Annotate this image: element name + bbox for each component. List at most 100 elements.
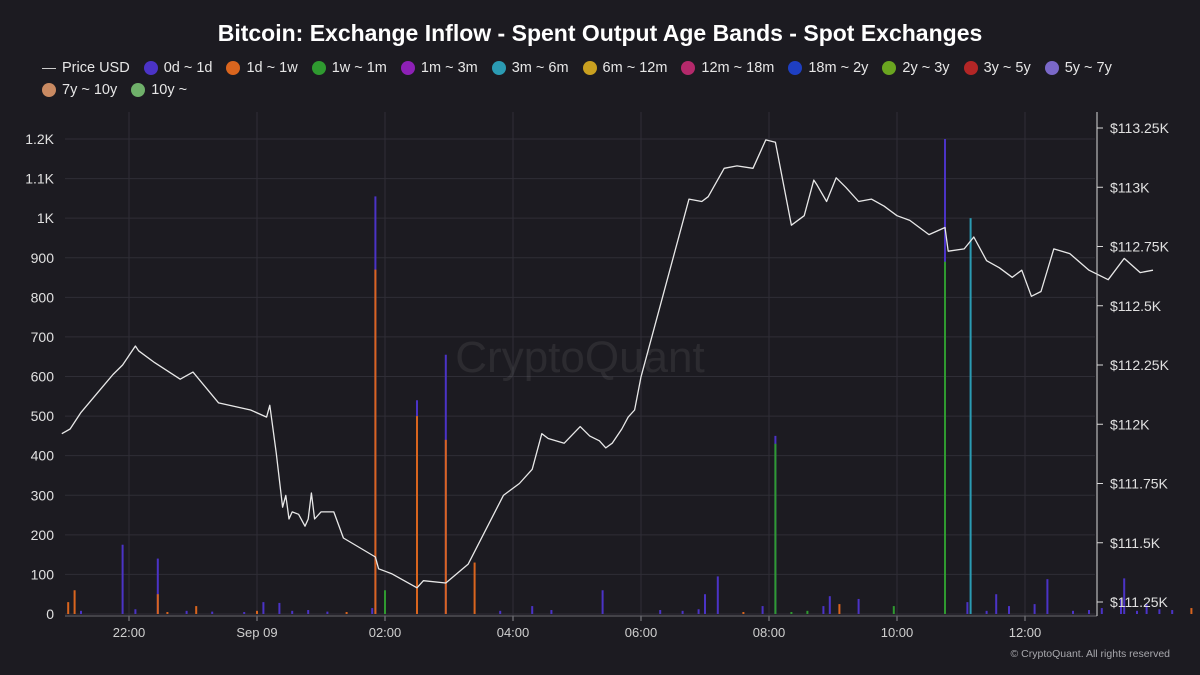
bar-1w-1m [806, 610, 809, 614]
legend-swatch [788, 61, 803, 75]
x-tick-label: 12:00 [1009, 625, 1042, 640]
y-left-tick-label: 900 [31, 250, 55, 266]
bar-0d-1d [1158, 609, 1161, 614]
bar-1d-1w [444, 439, 447, 614]
bar-0d-1d [1008, 606, 1010, 614]
bar-0d-1d [156, 558, 159, 614]
bar-0d-1d [121, 544, 124, 614]
bar-0d-1d [1145, 604, 1148, 614]
legend-swatch [1044, 61, 1059, 75]
bar-0d-1d [704, 594, 706, 614]
legend-swatch [963, 61, 978, 75]
legend-swatch [226, 61, 241, 75]
legend-item-1w-1m[interactable]: 1w ~ 1m [311, 58, 387, 78]
x-tick-label: 08:00 [753, 625, 786, 640]
bar-0d-1d [1171, 610, 1174, 614]
bar-0d-1d [716, 576, 719, 614]
bar-0d-1d [1033, 604, 1036, 614]
bar-3m-6m [969, 218, 972, 614]
y-left-tick-label: 1K [37, 210, 55, 226]
y-right-tick-label: $111.5K [1110, 535, 1161, 551]
bar-0d-1d [1046, 579, 1049, 614]
legend-item-1m-3m[interactable]: 1m ~ 3m [400, 58, 478, 78]
legend-label: 10y ~ [151, 82, 188, 98]
y-right-tick-label: $111.75K [1110, 476, 1169, 492]
legend-label: 18m ~ 2y [808, 60, 869, 76]
legend-item-3y-5y[interactable]: 3y ~ 5y [963, 58, 1031, 78]
gridlines [65, 112, 1095, 616]
bar-0d-1d [995, 594, 998, 614]
bar-1d-1w [256, 610, 258, 614]
legend-item-5y-7y[interactable]: 5y ~ 7y [1044, 58, 1112, 78]
y-left-tick-label: 800 [31, 289, 55, 305]
legend-item-12m-18m[interactable]: 12m ~ 18m [681, 58, 774, 78]
bar-0d-1d [531, 606, 534, 614]
legend-swatch [42, 67, 56, 69]
right-axis: $111.25K $111.5K $111.75K $112K $112.25K $112… [1097, 120, 1170, 610]
legend-label: 12m ~ 18m [701, 60, 775, 76]
bar-1d-1w [156, 594, 159, 614]
bar-1d-1w [67, 602, 70, 614]
x-tick-label: 02:00 [369, 625, 402, 640]
y-right-tick-label: $111.25K [1110, 594, 1169, 610]
x-tick-label: Sep 09 [236, 625, 277, 640]
y-left-tick-label: 600 [31, 369, 55, 385]
x-tick-label: 06:00 [625, 625, 658, 640]
legend-label: Price USD [62, 60, 130, 76]
watermark: CryptoQuant [455, 333, 704, 382]
legend-item-10y[interactable]: 10y ~ [131, 80, 187, 100]
y-left-tick-label: 1.2K [25, 131, 54, 147]
bar-1w-1m [944, 261, 946, 614]
bar-0d-1d [243, 612, 246, 614]
bar-1d-1w [1190, 608, 1193, 614]
bar-0d-1d [1136, 610, 1138, 614]
bar-0d-1d [857, 598, 860, 614]
bar-0d-1d [1120, 598, 1122, 614]
y-right-tick-label: $112.5K [1110, 298, 1162, 314]
y-left-tick-label: 1.1K [25, 171, 54, 187]
legend-label: 3m ~ 6m [511, 60, 569, 76]
legend-item-3m-6m[interactable]: 3m ~ 6m [491, 58, 569, 78]
legend-item-6m-12m[interactable]: 6m ~ 12m [582, 58, 667, 78]
y-right-tick-label: $113K [1110, 179, 1150, 195]
legend-item-18m-2y[interactable]: 18m ~ 2y [788, 58, 868, 78]
legend-item-0d-1d[interactable]: 0d ~ 1d [143, 58, 212, 78]
legend-swatch [400, 61, 415, 75]
y-right-tick-label: $112.25K [1110, 357, 1170, 373]
bar-0d-1d [601, 590, 604, 614]
legend-item-price-usd[interactable]: Price USD [42, 58, 130, 78]
bar-0d-1d [1100, 608, 1103, 614]
legend-label: 3y ~ 5y [983, 60, 1031, 76]
y-right-tick-label: $112K [1110, 416, 1150, 432]
price-usd-line [61, 139, 1154, 589]
bar-1d-1w [73, 590, 76, 614]
x-axis: 22:00 Sep 09 02:00 04:00 06:00 08:00 10:00 12:0… [65, 615, 1097, 640]
y-left-tick-label: 500 [31, 408, 55, 424]
y-left-tick-label: 400 [31, 448, 55, 464]
legend-item-7y-10y[interactable]: 7y ~ 10y [42, 80, 117, 100]
bar-0d-1d [278, 602, 281, 614]
bar-0d-1d [828, 596, 831, 614]
legend-label: 5y ~ 7y [1064, 60, 1112, 76]
y-left-tick-label: 100 [31, 566, 55, 582]
legend-swatch [582, 61, 597, 75]
bar-1d-1w [473, 562, 476, 614]
bar-0d-1d [291, 610, 294, 614]
bar-1w-1m [384, 590, 386, 614]
legend-label: 1m ~ 3m [420, 60, 478, 76]
inflow-bars [67, 139, 1193, 615]
legend-label: 1d ~ 1w [246, 60, 298, 76]
copyright-notice: © CryptoQuant. All rights reserved [1010, 648, 1170, 660]
legend-label: 1w ~ 1m [331, 60, 387, 76]
chart-legend: Price USD 0d ~ 1d 1d ~ 1w 1w ~ 1m 1m ~ 3m 3m … [42, 58, 1172, 100]
bar-0d-1d [1123, 578, 1126, 614]
bar-1d-1w [345, 612, 348, 614]
bar-0d-1d [371, 608, 374, 614]
bar-1d-1w [195, 606, 198, 614]
bar-0d-1d [681, 610, 684, 614]
bar-1d-1w [416, 416, 418, 614]
legend-item-1d-1w[interactable]: 1d ~ 1w [226, 58, 298, 78]
bar-0d-1d [550, 610, 553, 614]
bar-0d-1d [659, 610, 662, 614]
legend-item-2y-3y[interactable]: 2y ~ 3y [882, 58, 950, 78]
